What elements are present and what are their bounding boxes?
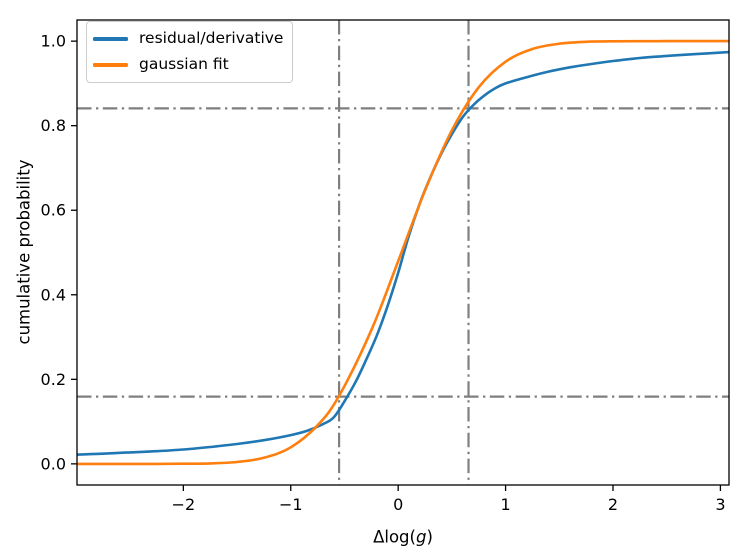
x-axis-label: Δlog(g) bbox=[373, 528, 433, 547]
x-axis-label-variable: g bbox=[415, 527, 427, 547]
curve-residual-derivative bbox=[76, 50, 730, 456]
x-tick-label: 3 bbox=[715, 495, 725, 514]
y-tick-label: 0.8 bbox=[41, 116, 66, 135]
x-axis-label-suffix: ) bbox=[426, 527, 433, 547]
curve-gaussian-fit bbox=[77, 39, 730, 466]
x-tick-label: −2 bbox=[172, 495, 196, 514]
y-axis-label: cumulative probability bbox=[14, 159, 34, 345]
y-tick-label: 0.2 bbox=[41, 370, 66, 389]
y-tick-label: 0.6 bbox=[41, 201, 66, 220]
x-axis-label-prefix: Δlog( bbox=[373, 527, 416, 547]
legend-line-swatch-orange bbox=[93, 63, 128, 67]
legend-line-swatch-blue bbox=[93, 37, 128, 41]
x-tick-label: 0 bbox=[393, 495, 403, 514]
y-tick-label: 0.0 bbox=[41, 454, 66, 473]
legend-item-gaussian-fit: gaussian fit bbox=[93, 54, 283, 76]
legend-label: gaussian fit bbox=[139, 55, 229, 74]
legend-label: residual/derivative bbox=[139, 29, 284, 48]
y-tick-label: 0.4 bbox=[41, 285, 66, 304]
plot-spines bbox=[76, 19, 730, 486]
y-tick-label: 1.0 bbox=[41, 32, 66, 51]
x-tick-label: −1 bbox=[279, 495, 303, 514]
legend-item-residual-derivative: residual/derivative bbox=[93, 28, 283, 50]
x-tick-label: 2 bbox=[608, 495, 618, 514]
legend: residual/derivative gaussian fit bbox=[86, 21, 294, 83]
x-tick-label: 1 bbox=[500, 495, 510, 514]
